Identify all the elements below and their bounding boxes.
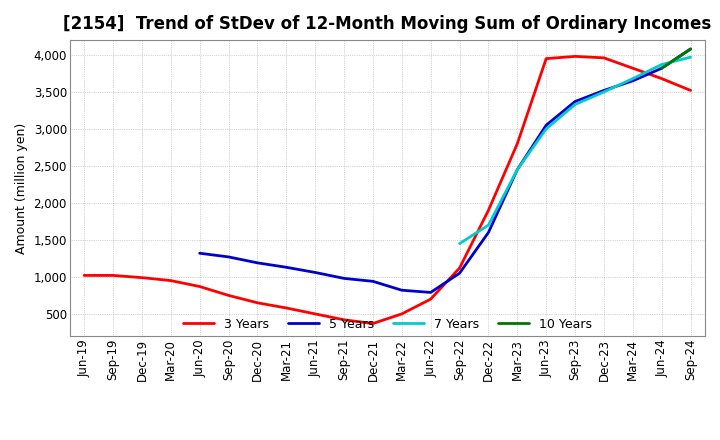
5 Years [657,66,666,71]
7 Years [600,89,608,95]
7 Years [513,167,521,172]
3 Years [397,311,406,316]
5 Years [542,123,551,128]
3 Years [484,208,492,213]
3 Years [195,284,204,289]
5 Years [455,271,464,276]
3 Years [629,66,637,71]
3 Years [224,293,233,298]
5 Years [340,276,348,281]
5 Years [600,88,608,93]
3 Years [686,88,695,93]
5 Years [369,279,377,284]
Line: 7 Years: 7 Years [459,57,690,244]
3 Years [513,141,521,147]
Line: 5 Years: 5 Years [199,49,690,293]
5 Years [426,290,435,295]
5 Years [224,254,233,260]
Y-axis label: Amount (million yen): Amount (million yen) [15,122,28,254]
7 Years [629,76,637,81]
Title: [2154]  Trend of StDev of 12-Month Moving Sum of Ordinary Incomes: [2154] Trend of StDev of 12-Month Moving… [63,15,711,33]
3 Years [138,275,146,280]
3 Years [571,54,580,59]
3 Years [80,273,89,278]
7 Years [657,62,666,67]
3 Years [455,265,464,271]
5 Years [311,270,320,275]
7 Years [542,126,551,132]
7 Years [571,102,580,107]
10 Years [686,46,695,51]
5 Years [253,260,262,265]
5 Years [397,288,406,293]
3 Years [311,311,320,316]
7 Years [686,55,695,60]
5 Years [282,264,291,270]
3 Years [253,300,262,305]
3 Years [109,273,117,278]
3 Years [542,56,551,61]
3 Years [600,55,608,61]
3 Years [340,317,348,323]
3 Years [369,321,377,326]
5 Years [195,251,204,256]
5 Years [571,99,580,104]
Line: 3 Years: 3 Years [84,56,690,323]
Legend: 3 Years, 5 Years, 7 Years, 10 Years: 3 Years, 5 Years, 7 Years, 10 Years [178,313,597,336]
3 Years [166,278,175,283]
3 Years [426,297,435,302]
5 Years [686,46,695,51]
7 Years [484,223,492,228]
5 Years [629,78,637,84]
5 Years [484,230,492,235]
3 Years [282,305,291,311]
3 Years [657,76,666,81]
5 Years [513,167,521,172]
7 Years [455,241,464,246]
10 Years [657,66,666,71]
Line: 10 Years: 10 Years [662,49,690,68]
